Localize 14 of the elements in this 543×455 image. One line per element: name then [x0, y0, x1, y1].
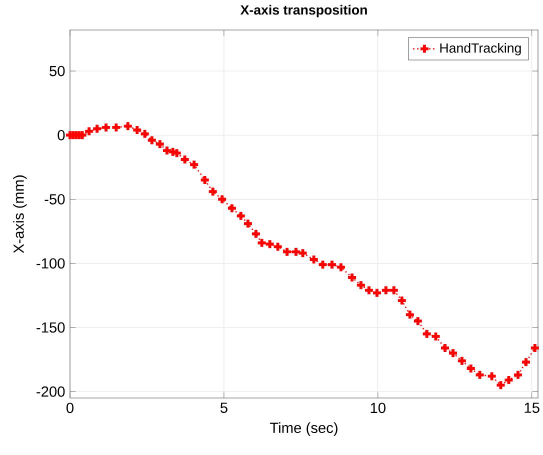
y-axis-title: X-axis (mm) [13, 175, 27, 254]
y-tick-label: -50 [44, 194, 65, 204]
x-tick-label: 5 [220, 402, 228, 413]
y-tick-label: -200 [36, 386, 65, 397]
x-axis-title: Time (sec) [270, 422, 338, 436]
x-tick-label: 0 [66, 402, 74, 414]
y-tick-label: -100 [36, 258, 65, 269]
x-tick-label: 15 [524, 402, 540, 413]
x-tick-label: 10 [370, 402, 386, 414]
y-tick-label: -150 [36, 322, 65, 333]
y-tick-label: 50 [50, 66, 65, 76]
chart-title: X-axis transposition [240, 4, 367, 18]
y-tick-label: 0 [58, 130, 65, 140]
legend-label: HandTracking [440, 42, 521, 56]
